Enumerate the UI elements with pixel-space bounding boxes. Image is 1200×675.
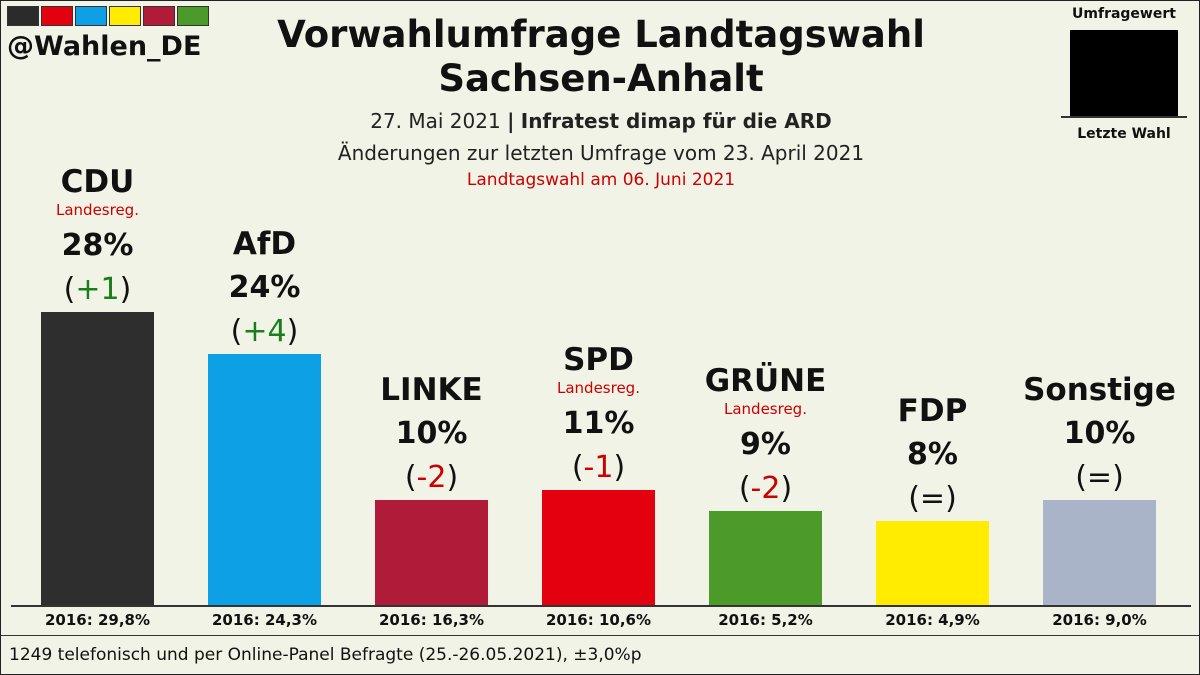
change-value: +1: [75, 272, 120, 307]
change-value: -2: [416, 460, 447, 496]
change-value: -2: [750, 470, 781, 506]
bar-fdp: [876, 521, 989, 605]
bar-cdu: [41, 312, 154, 605]
previous-result-label: 2016: 4,9%: [885, 611, 980, 629]
bar-linke: [375, 500, 488, 605]
change-value: +4: [242, 313, 287, 349]
legend-poll-label: Umfragewert: [1072, 6, 1176, 22]
election-note: Landtagswahl am 06. Juni 2021: [466, 170, 736, 190]
legend-last-election-label: Letzte Wahl: [1077, 126, 1171, 142]
legend-swatch: [1070, 30, 1178, 116]
color-stripe: [41, 6, 73, 26]
change-label: (-1): [571, 449, 626, 485]
brand-handle: @Wahlen_DE: [7, 31, 202, 62]
party-name: Sonstige: [1023, 372, 1176, 409]
color-stripe: [177, 6, 209, 26]
change-value: =: [1086, 460, 1113, 496]
subtitle-separator: |: [507, 109, 515, 133]
bar-afd: [208, 353, 321, 605]
chart-baseline: [11, 605, 1191, 607]
bar-label-group: Sonstige 10% (=): [1023, 372, 1176, 496]
poll-value-label: 10%: [395, 416, 468, 452]
bar-label-group: GRÜNE Landesreg. 9% (-2): [689, 363, 842, 507]
government-badge: Landesreg.: [557, 378, 640, 397]
change-label: (-2): [738, 470, 793, 506]
legend-divider: [1061, 116, 1187, 118]
change-label: (+1): [63, 272, 132, 307]
chart-title: Vorwahlumfrage Landtagswahl Sachsen-Anha…: [251, 13, 951, 101]
party-name: AfD: [232, 225, 297, 262]
previous-result-label: 2016: 9,0%: [1052, 611, 1147, 629]
bar-spd: [542, 489, 655, 605]
change-label: (-2): [404, 460, 459, 496]
change-label: (=): [1075, 460, 1124, 496]
footer-note: 1249 telefonisch und per Online-Panel Be…: [9, 645, 642, 665]
bar-label-group: SPD Landesreg. 11% (-1): [522, 342, 675, 486]
party-name: GRÜNE: [704, 362, 827, 399]
change-note: Änderungen zur letzten Umfrage vom 23. A…: [337, 141, 865, 165]
subtitle-date-pollster: 27. Mai 2021 | Infratest dimap für die A…: [251, 109, 951, 133]
change-label: (=): [908, 481, 957, 517]
poll-value-label: 11%: [562, 405, 635, 441]
poll-date: 27. Mai 2021: [370, 109, 501, 133]
party-name: FDP: [897, 393, 968, 430]
previous-result-label: 2016: 24,3%: [211, 611, 317, 629]
previous-result-label: 2016: 10,6%: [545, 611, 651, 629]
previous-result-label: 2016: 29,8%: [44, 611, 150, 629]
color-stripe: [75, 6, 107, 26]
color-stripe: [7, 6, 39, 26]
bar-sonstige: [1043, 500, 1156, 605]
color-stripe: [109, 6, 141, 26]
poll-value-label: 24%: [228, 269, 301, 305]
poll-value-label: 9%: [740, 426, 791, 462]
previous-result-label: 2016: 5,2%: [718, 611, 813, 629]
poll-value-label: 8%: [907, 437, 958, 473]
bar-grüne: [709, 510, 822, 605]
bar-label-group: LINKE 10% (-2): [355, 372, 508, 496]
title-line-2: Sachsen-Anhalt: [438, 57, 764, 100]
title-line-1: Vorwahlumfrage Landtagswahl: [277, 13, 925, 56]
party-name: CDU: [60, 164, 135, 200]
poll-value-label: 10%: [1063, 416, 1136, 452]
party-name: SPD: [563, 341, 634, 378]
legend: Umfragewert Letzte Wahl: [1061, 6, 1187, 142]
color-stripe: [143, 6, 175, 26]
bar-label-group: FDP 8% (=): [856, 393, 1009, 517]
change-label: (+4): [230, 313, 299, 349]
bar-label-group: AfD 24% (+4): [188, 226, 341, 350]
bar-label-group: CDU Landesreg. 28% (+1): [21, 164, 174, 308]
previous-result-label: 2016: 16,3%: [378, 611, 484, 629]
party-color-stripes: [7, 6, 209, 26]
change-value: =: [919, 481, 946, 517]
footer-divider: [1, 635, 1199, 636]
change-value: -1: [583, 449, 614, 485]
party-name: LINKE: [380, 372, 483, 409]
government-badge: Landesreg.: [56, 201, 139, 219]
government-badge: Landesreg.: [724, 399, 807, 418]
pollster: Infratest dimap für die ARD: [520, 109, 832, 133]
poll-value-label: 28%: [61, 228, 134, 263]
